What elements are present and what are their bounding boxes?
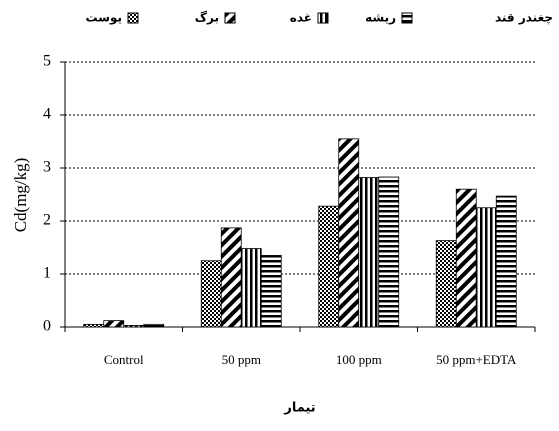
legend-swatch	[224, 12, 236, 24]
bar	[200, 260, 222, 328]
x-tick-label: 50 ppm+EDTA	[436, 352, 517, 367]
legend-label: ریشه	[365, 11, 396, 25]
bar	[475, 207, 497, 328]
y-axis-label: Cd(mg/kg)	[11, 158, 30, 233]
legend-swatch	[317, 12, 329, 24]
chart-title: چغندر قند	[495, 11, 553, 25]
bar	[260, 255, 282, 328]
x-tick-label: 100 ppm	[336, 352, 382, 367]
bar	[358, 177, 380, 328]
y-tick-label: 1	[43, 265, 51, 282]
bar	[495, 195, 517, 328]
bar	[103, 320, 125, 328]
y-tick-label: 5	[43, 53, 51, 70]
bar	[220, 227, 242, 328]
bar	[123, 325, 145, 328]
bar	[455, 188, 477, 328]
y-tick-label: 4	[43, 106, 51, 123]
x-tick-label: 50 ppm	[222, 352, 261, 367]
legend-label: برگ	[195, 10, 219, 25]
x-axis-label: تیمار	[283, 401, 315, 416]
legend-label: غده	[290, 11, 312, 25]
legend-swatch	[401, 12, 413, 24]
legend-label: یوست	[85, 11, 122, 26]
x-tick-label: Control	[104, 352, 144, 367]
legend-swatch	[127, 12, 139, 24]
bar	[378, 176, 400, 328]
y-tick-label: 3	[43, 159, 51, 176]
y-tick-label: 2	[43, 212, 51, 229]
bar	[318, 205, 340, 328]
bar	[143, 323, 165, 328]
y-tick-label: 0	[43, 318, 51, 335]
bar	[83, 323, 105, 328]
bar	[435, 240, 457, 328]
bar	[338, 138, 360, 328]
bar	[240, 248, 262, 328]
